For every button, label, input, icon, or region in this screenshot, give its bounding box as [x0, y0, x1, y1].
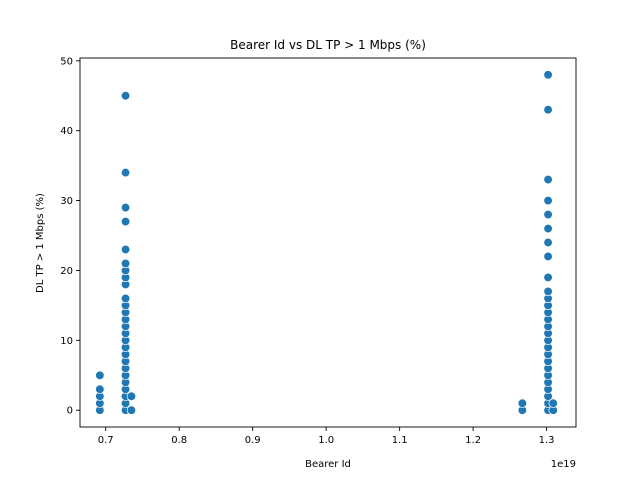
x-tick-label: 1.0 [318, 435, 334, 446]
data-point [95, 384, 105, 394]
data-point [543, 251, 553, 262]
x-tick-label: 0.9 [245, 435, 261, 446]
data-point [120, 202, 131, 213]
data-point [126, 391, 137, 401]
y-tick-label: 10 [60, 336, 73, 347]
y-tick-label: 40 [60, 126, 73, 137]
data-point [543, 209, 553, 220]
data-point [548, 398, 558, 408]
data-point [543, 174, 553, 185]
data-point [95, 370, 105, 380]
y-axis-label: DL TP > 1 Mbps (%) [35, 193, 46, 293]
data-point [517, 398, 528, 408]
data-point [543, 70, 553, 80]
y-tick-label: 0 [67, 406, 73, 417]
x-tick-label: 1.2 [465, 435, 481, 446]
x-tick-label: 0.7 [98, 435, 114, 446]
data-point [543, 223, 553, 234]
data-point [543, 272, 553, 283]
data-point [543, 105, 553, 115]
data-point [126, 405, 137, 415]
plot-area: 0.7 0.8 0.9 1.0 1.1 1.2 1.3 0 10 20 30 40 50 [60, 56, 577, 446]
x-tick-label: 0.8 [171, 435, 187, 446]
data-point [120, 293, 131, 304]
x-tick-label: 1.1 [392, 435, 408, 446]
y-tick-label: 20 [60, 266, 73, 277]
data-point [120, 167, 131, 178]
data-point [543, 286, 553, 297]
data-point [120, 216, 131, 227]
x-axis-label: Bearer Id [305, 459, 351, 470]
y-tick-label: 50 [60, 56, 73, 67]
x-axis-offset-label: 1e19 [551, 459, 576, 470]
data-point [120, 258, 131, 269]
data-point [120, 91, 131, 101]
x-tick-label: 1.3 [539, 435, 555, 446]
data-point [120, 244, 131, 255]
chart-title: Bearer Id vs DL TP > 1 Mbps (%) [230, 38, 426, 52]
data-point [543, 195, 553, 206]
y-tick-label: 30 [60, 196, 73, 207]
data-point [543, 237, 553, 248]
axes-frame [79, 57, 577, 428]
